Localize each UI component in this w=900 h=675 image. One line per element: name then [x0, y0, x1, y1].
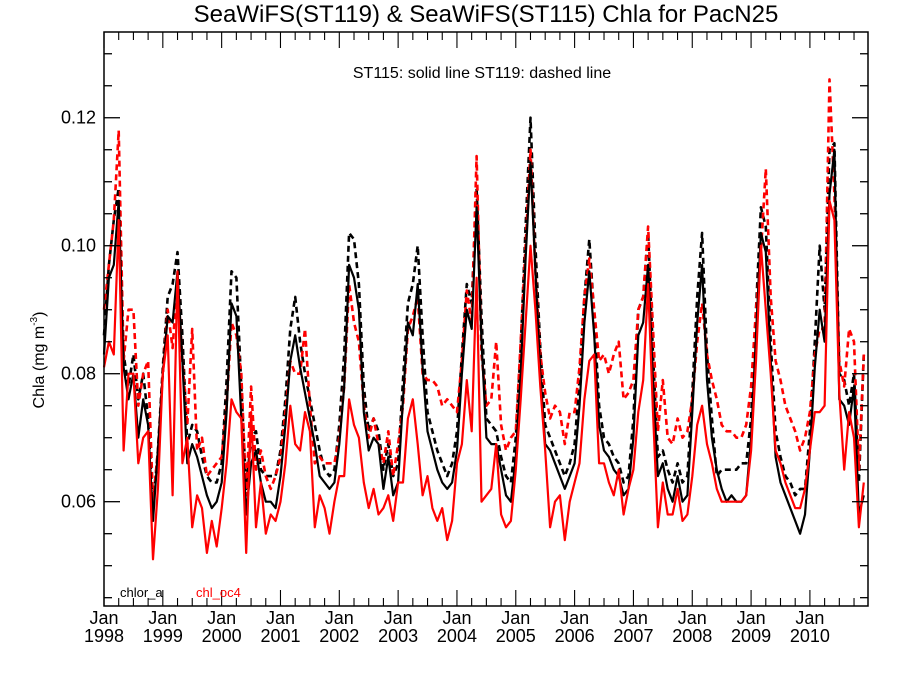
x-tick-label-month: Jan: [619, 608, 648, 628]
x-tick-label-year: 2000: [202, 626, 242, 646]
x-tick-label-year: 2006: [555, 626, 595, 646]
legend-entry-chl-oc4: chl_oc4: [196, 585, 241, 600]
x-tick-label-year: 2004: [437, 626, 477, 646]
series-line-chl-oc4-st119: [102, 78, 866, 504]
legend-entry-chlor-a: chlor_a: [120, 585, 163, 600]
y-axis-label: Chla (mg m-3): [29, 312, 48, 409]
x-tick-label-month: Jan: [442, 608, 471, 628]
y-tick-label: 0.12: [61, 108, 96, 128]
x-tick-label-month: Jan: [560, 608, 589, 628]
x-tick-label-month: Jan: [384, 608, 413, 628]
y-tick-label: 0.08: [61, 364, 96, 384]
plot-frame: [103, 31, 869, 607]
x-tick-label-year: 2003: [378, 626, 418, 646]
y-axis-label-suffix: ): [31, 312, 48, 317]
x-tick-label-month: Jan: [678, 608, 707, 628]
y-tick-label: 0.06: [61, 492, 96, 512]
y-axis-label-main: Chla (mg m: [31, 326, 48, 409]
x-tick-label-month: Jan: [207, 608, 236, 628]
x-tick-label-year: 2002: [319, 626, 359, 646]
y-axis-label-superscript: -3: [29, 316, 40, 325]
x-axis: Jan1998Jan1999Jan2000Jan2001Jan2002Jan20…: [84, 32, 855, 646]
x-tick-label-year: 2009: [731, 626, 771, 646]
line-style-annotation: ST115: solid line ST119: dashed line: [353, 65, 611, 82]
x-tick-label-month: Jan: [266, 608, 295, 628]
x-tick-label-year: 1999: [143, 626, 183, 646]
x-tick-label-year: 2010: [790, 626, 830, 646]
x-tick-label-month: Jan: [501, 608, 530, 628]
series-line-chl-oc4-st115: [102, 199, 865, 561]
x-tick-label-month: Jan: [795, 608, 824, 628]
y-axis: 0.06 0.08 0.10 0.12: [61, 53, 868, 599]
x-tick-label-year: 2005: [496, 626, 536, 646]
series-line-chlor-a-st119: [102, 116, 866, 510]
series-layer: [102, 78, 866, 561]
x-tick-label-month: Jan: [148, 608, 177, 628]
x-tick-label-year: 1998: [84, 626, 124, 646]
x-tick-label-month: Jan: [737, 608, 766, 628]
x-tick-label-year: 2008: [672, 626, 712, 646]
x-tick-label-month: Jan: [89, 608, 118, 628]
y-tick-label: 0.10: [61, 236, 96, 256]
x-tick-label-year: 2007: [613, 626, 653, 646]
x-tick-label-year: 2001: [260, 626, 300, 646]
chart-title: SeaWiFS(ST119) & SeaWiFS(ST115) Chla for…: [194, 1, 779, 28]
x-tick-label-month: Jan: [325, 608, 354, 628]
